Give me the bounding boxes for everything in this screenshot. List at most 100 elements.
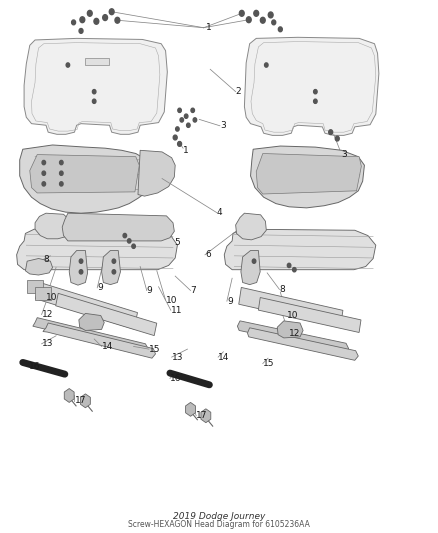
Text: 6: 6 — [205, 251, 211, 259]
Text: 12: 12 — [289, 329, 300, 337]
Text: 16: 16 — [170, 374, 181, 383]
Circle shape — [254, 11, 258, 17]
Text: 8: 8 — [279, 285, 285, 294]
Polygon shape — [35, 213, 72, 239]
Circle shape — [42, 160, 46, 165]
Polygon shape — [224, 229, 376, 270]
Text: 1: 1 — [206, 23, 212, 32]
Polygon shape — [30, 155, 139, 193]
Circle shape — [180, 118, 184, 122]
Text: 14: 14 — [102, 342, 113, 351]
Text: 17: 17 — [196, 411, 208, 420]
Polygon shape — [244, 37, 379, 135]
Circle shape — [66, 63, 70, 67]
Polygon shape — [256, 154, 361, 194]
Text: 9: 9 — [97, 284, 103, 292]
Circle shape — [79, 29, 83, 34]
Text: 12: 12 — [42, 310, 53, 319]
Circle shape — [123, 233, 127, 238]
Circle shape — [60, 171, 63, 175]
Polygon shape — [69, 251, 88, 285]
Polygon shape — [237, 321, 349, 353]
Polygon shape — [251, 146, 364, 208]
Polygon shape — [25, 259, 53, 275]
Circle shape — [92, 90, 96, 94]
Circle shape — [191, 108, 194, 112]
Circle shape — [184, 114, 188, 118]
Circle shape — [176, 127, 179, 131]
Circle shape — [177, 142, 181, 147]
Polygon shape — [35, 282, 138, 329]
Text: 13: 13 — [172, 353, 183, 361]
Polygon shape — [43, 323, 155, 358]
Circle shape — [279, 27, 282, 32]
Circle shape — [109, 9, 114, 15]
Circle shape — [293, 268, 296, 272]
Polygon shape — [17, 229, 177, 270]
Circle shape — [42, 182, 46, 186]
Circle shape — [102, 15, 107, 21]
Polygon shape — [138, 150, 175, 196]
Text: 2019 Dodge Journey: 2019 Dodge Journey — [173, 512, 265, 521]
Circle shape — [187, 123, 190, 127]
Circle shape — [328, 130, 333, 135]
Polygon shape — [81, 394, 90, 408]
Polygon shape — [241, 251, 260, 285]
Text: 7: 7 — [191, 286, 196, 295]
Circle shape — [252, 259, 256, 263]
Polygon shape — [258, 297, 361, 333]
Circle shape — [79, 270, 83, 274]
Polygon shape — [201, 409, 211, 423]
Polygon shape — [247, 328, 358, 360]
Polygon shape — [277, 321, 303, 338]
Text: 5: 5 — [174, 238, 180, 247]
Text: 15: 15 — [149, 345, 160, 353]
Circle shape — [336, 136, 339, 141]
Polygon shape — [27, 280, 43, 293]
Text: Screw-HEXAGON Head Diagram for 6105236AA: Screw-HEXAGON Head Diagram for 6105236AA — [128, 520, 310, 529]
Circle shape — [268, 12, 273, 18]
Text: 4: 4 — [217, 208, 223, 217]
Text: 14: 14 — [218, 353, 230, 361]
Text: 13: 13 — [42, 340, 53, 348]
Circle shape — [94, 19, 99, 24]
Circle shape — [272, 20, 276, 25]
Text: 9: 9 — [227, 297, 233, 305]
Circle shape — [87, 11, 92, 17]
Circle shape — [71, 20, 76, 25]
Polygon shape — [56, 293, 157, 336]
Circle shape — [178, 108, 181, 112]
Text: 9: 9 — [147, 286, 152, 295]
Polygon shape — [239, 287, 343, 327]
Circle shape — [239, 11, 244, 17]
Polygon shape — [33, 318, 148, 353]
Circle shape — [314, 90, 317, 94]
Circle shape — [42, 171, 46, 175]
Polygon shape — [35, 287, 51, 300]
Text: 3: 3 — [220, 122, 226, 130]
Circle shape — [314, 99, 317, 103]
Circle shape — [112, 259, 116, 263]
Circle shape — [127, 239, 131, 243]
Polygon shape — [79, 313, 104, 330]
Polygon shape — [85, 58, 109, 65]
Polygon shape — [24, 38, 167, 134]
Text: 3: 3 — [342, 150, 347, 159]
Circle shape — [246, 17, 251, 23]
Text: 17: 17 — [74, 397, 86, 405]
Circle shape — [92, 99, 96, 103]
Circle shape — [193, 118, 197, 122]
Circle shape — [60, 160, 63, 165]
Text: 11: 11 — [171, 306, 182, 314]
Circle shape — [132, 244, 135, 248]
Polygon shape — [186, 402, 195, 416]
Circle shape — [79, 259, 83, 263]
Text: 8: 8 — [43, 255, 49, 264]
Circle shape — [260, 17, 265, 23]
Text: 2: 2 — [236, 87, 241, 96]
Polygon shape — [64, 389, 74, 402]
Polygon shape — [20, 145, 151, 213]
Circle shape — [265, 63, 268, 67]
Circle shape — [112, 270, 116, 274]
Text: 10: 10 — [287, 311, 298, 320]
